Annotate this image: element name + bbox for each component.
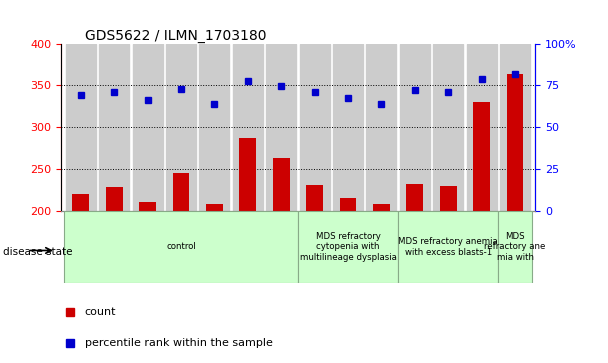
Bar [72, 194, 89, 211]
Bar [499, 211, 532, 283]
Bar [298, 211, 398, 283]
Bar [400, 44, 430, 211]
Bar [106, 187, 123, 211]
Bar [340, 198, 356, 211]
Text: MDS refractory
cytopenia with
multilineage dysplasia: MDS refractory cytopenia with multilinea… [300, 232, 396, 262]
Text: MDS refractory anemia
with excess blasts-1: MDS refractory anemia with excess blasts… [398, 237, 498, 257]
Bar [506, 74, 523, 211]
Bar [166, 44, 196, 211]
Text: control: control [166, 242, 196, 251]
Bar [398, 211, 499, 283]
Bar [273, 158, 289, 211]
Bar [433, 44, 463, 211]
Bar [466, 44, 497, 211]
Bar [206, 204, 223, 211]
Bar [373, 204, 390, 211]
Text: percentile rank within the sample: percentile rank within the sample [85, 338, 272, 348]
Bar [333, 44, 363, 211]
Bar [139, 202, 156, 211]
Text: GDS5622 / ILMN_1703180: GDS5622 / ILMN_1703180 [85, 29, 266, 42]
Bar [133, 44, 163, 211]
Bar [367, 44, 396, 211]
Bar [64, 211, 298, 283]
Bar [233, 44, 263, 211]
Bar [240, 138, 256, 211]
Bar [300, 44, 330, 211]
Bar [440, 186, 457, 211]
Bar [199, 44, 229, 211]
Bar [407, 184, 423, 211]
Bar [99, 44, 130, 211]
Bar [66, 44, 96, 211]
Bar [266, 44, 296, 211]
Bar [500, 44, 530, 211]
Text: disease state: disease state [3, 247, 72, 257]
Bar [473, 102, 490, 211]
Text: MDS
refractory ane
mia with: MDS refractory ane mia with [485, 232, 546, 262]
Text: count: count [85, 307, 116, 317]
Bar [306, 185, 323, 211]
Bar [173, 173, 189, 211]
